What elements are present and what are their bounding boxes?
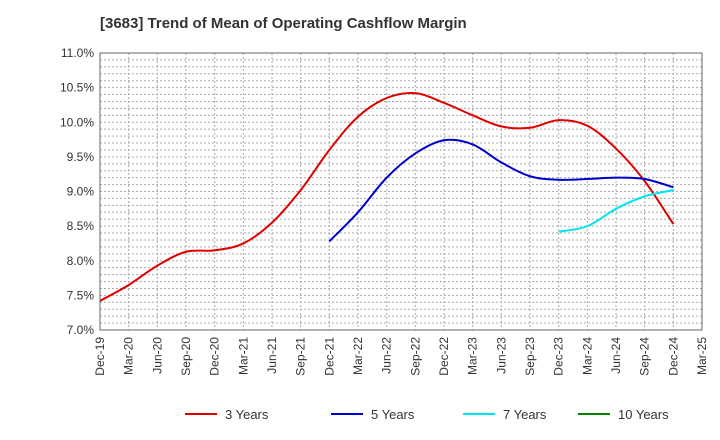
x-tick-label: Sep-21 [294,337,308,376]
y-tick-label: 8.5% [67,219,95,233]
y-tick-label: 11.0% [61,46,94,60]
x-tick-label: Dec-22 [437,337,451,376]
x-tick-label: Dec-19 [93,337,107,376]
series-lines [99,91,675,302]
x-tick-label: Mar-23 [466,337,480,375]
legend: 3 Years 5 Years 7 Years 10 Years [185,407,669,422]
y-tick-label: 9.0% [67,185,95,199]
legend-label-10-years: 10 Years [618,407,669,422]
x-tick-label: Mar-21 [236,337,250,375]
y-tick-label: 10.0% [60,115,94,129]
x-tick-label: Jun-21 [265,337,279,374]
legend-label-7-years: 7 Years [503,407,547,422]
legend-label-3-years: 3 Years [225,407,269,422]
y-tick-label: 7.5% [67,288,95,302]
legend-label-5-years: 5 Years [371,407,415,422]
x-tick-label: Mar-24 [580,337,594,375]
x-axis-ticks: Dec-19 Mar-20 Jun-20 Sep-20 Dec-20 Mar-21 Jun-… [93,337,709,376]
x-tick-label: Dec-24 [666,337,680,376]
series-line-3-years [99,91,675,302]
x-tick-label: Mar-20 [122,337,136,375]
x-tick-label: Dec-21 [322,337,336,376]
y-axis-ticks: 7.0% 7.5% 8.0% 8.5% 9.0% 9.5% 10.0% 10.5% 11.0% [60,46,94,337]
plot-area [99,52,703,331]
y-tick-label: 9.5% [67,150,95,164]
x-tick-label: Jun-22 [380,337,394,374]
x-tick-label: Dec-23 [552,337,566,376]
x-tick-label: Sep-24 [638,337,652,376]
y-tick-label: 7.0% [67,323,95,337]
x-tick-label: Jun-20 [150,337,164,374]
series-line-7-years [558,189,674,233]
x-tick-label: Mar-25 [695,337,709,375]
x-tick-label: Sep-22 [408,337,422,376]
grid [100,53,702,330]
y-tick-label: 10.5% [60,81,94,95]
chart-title: [3683] Trend of Mean of Operating Cashfl… [100,15,467,32]
x-tick-label: Jun-23 [494,337,508,374]
x-tick-label: Mar-22 [351,337,365,375]
x-tick-label: Dec-20 [208,337,222,376]
x-tick-label: Jun-24 [609,337,623,374]
series-line-5-years [328,138,674,243]
x-tick-label: Sep-20 [179,337,193,376]
x-tick-label: Sep-23 [523,337,537,376]
y-tick-label: 8.0% [67,254,95,268]
